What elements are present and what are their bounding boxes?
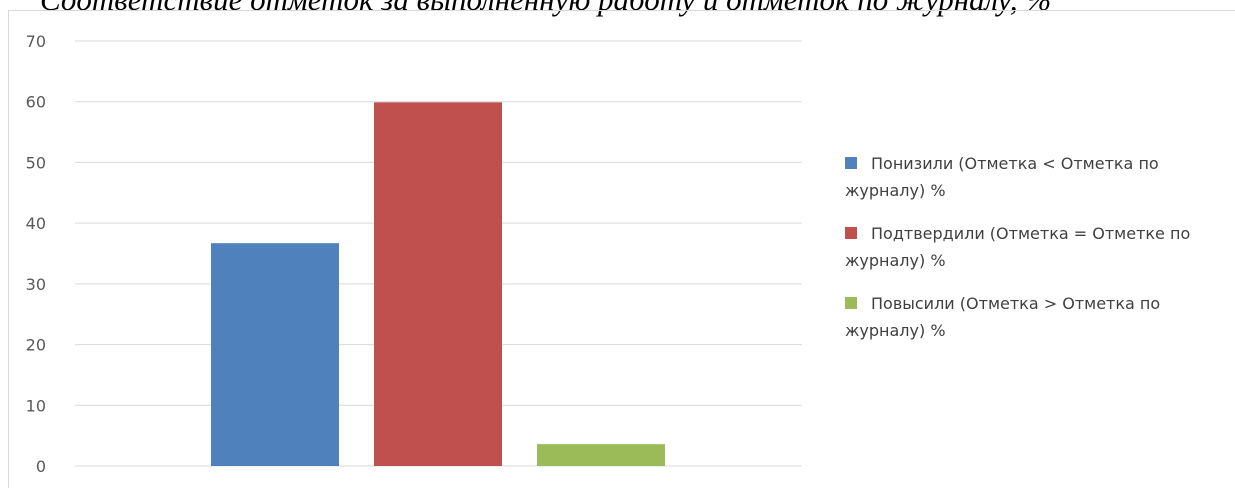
y-tick-label: 70 (26, 32, 46, 51)
legend-label-raised: Повысили (Отметка > Отметка по журналу) … (845, 294, 1161, 340)
legend-item-lowered: Понизили (Отметка < Отметка по журналу) … (845, 150, 1225, 204)
legend-swatch-confirmed (845, 227, 857, 239)
bar-raised (537, 444, 665, 466)
y-axis-ticks: 0 10 20 30 40 50 60 70 (26, 32, 46, 476)
legend: Понизили (Отметка < Отметка по журналу) … (845, 150, 1225, 360)
y-tick-label: 30 (26, 275, 46, 294)
legend-item-raised: Повысили (Отметка > Отметка по журналу) … (845, 290, 1225, 344)
y-tick-label: 40 (26, 214, 46, 233)
y-tick-label: 50 (26, 153, 46, 172)
legend-swatch-lowered (845, 157, 857, 169)
legend-label-lowered: Понизили (Отметка < Отметка по журналу) … (845, 154, 1159, 200)
y-tick-label: 60 (26, 93, 46, 112)
y-tick-label: 0 (36, 457, 46, 476)
bar-confirmed (374, 102, 502, 467)
gridlines (75, 40, 802, 467)
bars (211, 102, 665, 467)
legend-label-confirmed: Подтвердили (Отметка = Отметке по журнал… (845, 224, 1191, 270)
bar-lowered (211, 243, 339, 466)
chart-frame (8, 10, 1235, 488)
y-tick-label: 10 (26, 396, 46, 415)
chart-title: Соответствие отметок за выполненную рабо… (40, 0, 1235, 22)
legend-item-confirmed: Подтвердили (Отметка = Отметке по журнал… (845, 220, 1225, 274)
y-tick-label: 20 (26, 336, 46, 355)
legend-swatch-raised (845, 297, 857, 309)
